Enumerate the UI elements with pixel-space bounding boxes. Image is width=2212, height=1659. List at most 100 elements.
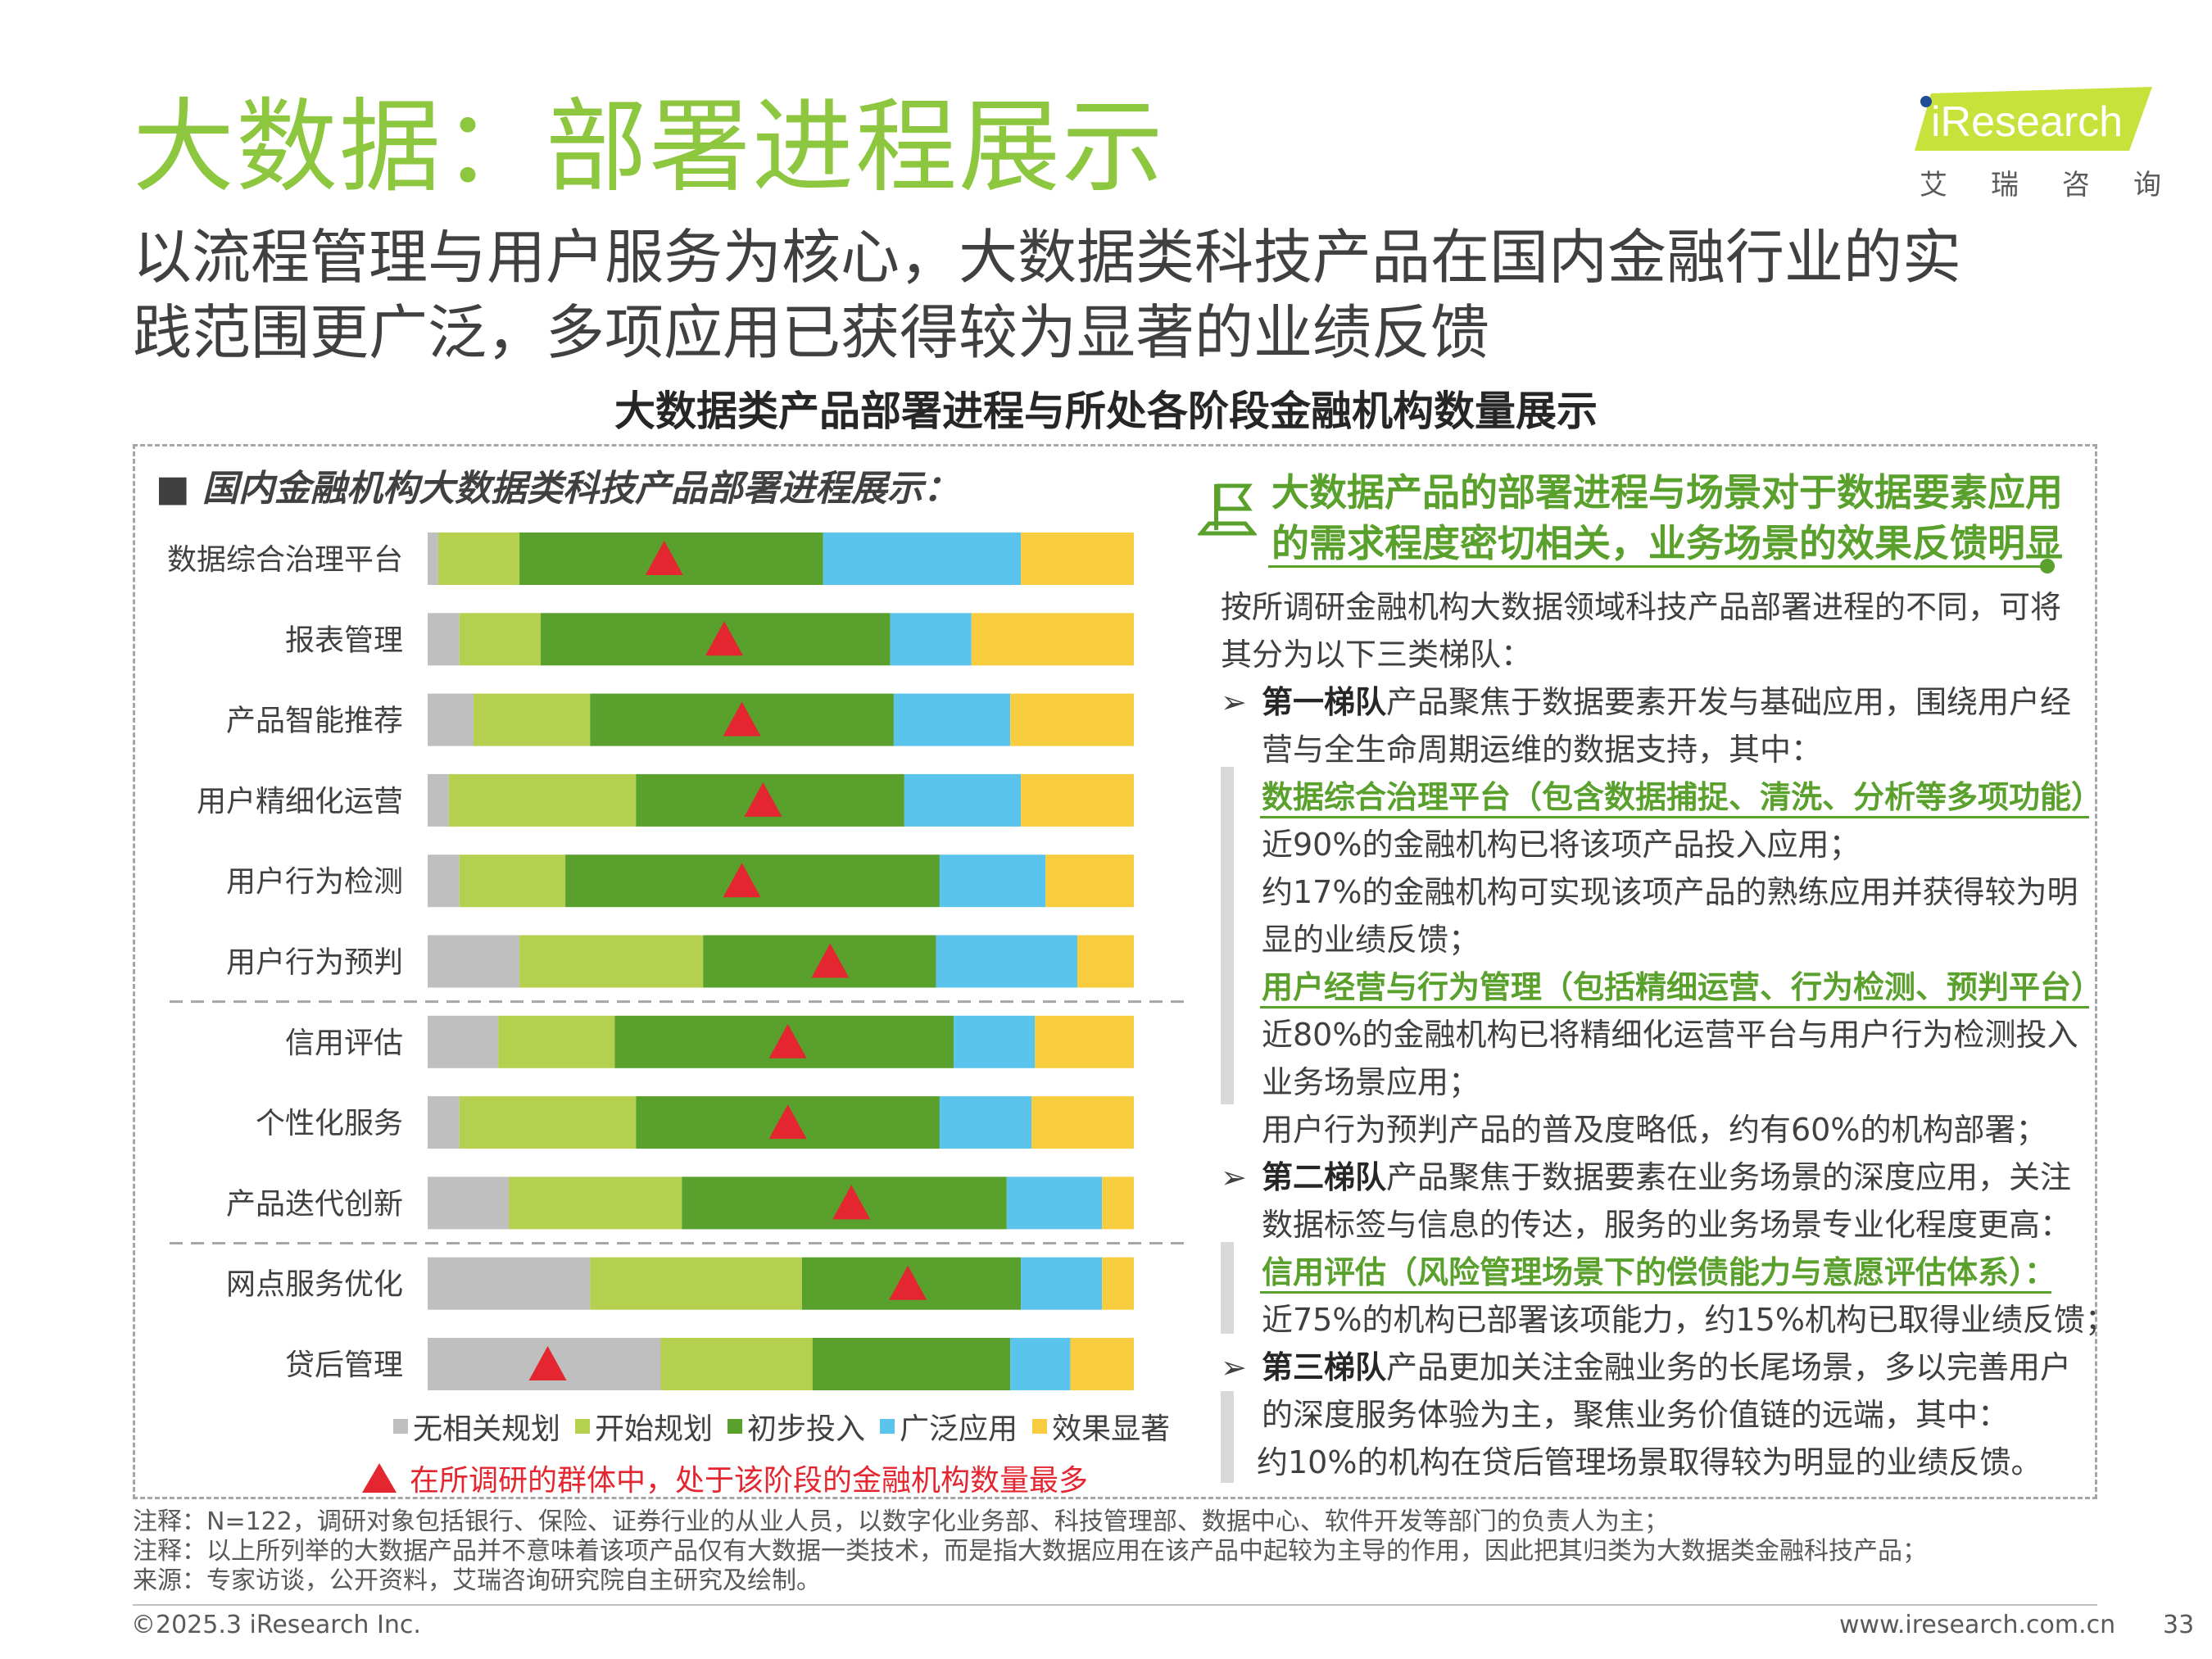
category-label: 产品智能推荐: [226, 705, 403, 738]
peak-marker: [744, 782, 782, 817]
tier2-text: 产品聚焦于数据要素在业务场景的深度应用，关注: [1386, 1159, 2072, 1195]
logo-char: 咨: [2062, 169, 2090, 202]
legend-label: 广泛应用: [900, 1412, 1018, 1446]
tier2-item-line: 近75%的机构已部署该项能力，约15%机构已取得业绩反馈；: [1262, 1302, 2116, 1338]
website-link[interactable]: www.iresearch.com.cn: [1839, 1611, 2116, 1639]
tier2-line: 数据标签与信息的传达，服务的业务场景专业化程度更高：: [1262, 1207, 2072, 1243]
legend-item: 广泛应用: [880, 1405, 1018, 1448]
legend-swatch: [728, 1419, 743, 1434]
bar-segment: [703, 935, 936, 988]
logo-wordmark: iResearch: [1915, 87, 2152, 151]
bar-segment: [1045, 854, 1134, 908]
peak-marker: [528, 1346, 567, 1380]
bar-segment: [437, 533, 520, 585]
logo-char: 询: [2133, 169, 2161, 202]
marker-note: 在所调研的群体中，处于该阶段的金融机构数量最多: [360, 1457, 1088, 1499]
red-triangle-icon: [362, 1463, 397, 1493]
callout-title: 大数据产品的部署进程与场景对于数据要素应用 的需求程度密切相关，业务场景的效果反…: [1271, 467, 2063, 569]
bar-segment: [1070, 1338, 1134, 1390]
logo-char: 瑞: [1991, 169, 2019, 202]
bar-segment: [428, 1257, 591, 1310]
bar-segment: [971, 613, 1134, 666]
bar-segment: [1010, 693, 1134, 746]
bar-segment: [590, 1257, 802, 1310]
peak-marker: [889, 1265, 927, 1300]
stacked-bar-chart: 数据综合治理平台报表管理产品智能推荐用户精细化运营用户行为检测用户行为预判信用评…: [167, 533, 1185, 1390]
bar-segment: [428, 693, 474, 746]
tier2-line: 第二梯队产品聚焦于数据要素在业务场景的深度应用，关注: [1262, 1154, 2071, 1201]
bar-segment: [1035, 1015, 1134, 1068]
bar-segment: [428, 854, 460, 908]
callout-underline: [1268, 565, 2048, 568]
bar-segment: [474, 693, 591, 746]
peak-marker: [645, 541, 683, 575]
tier1-item1-line: 显的业绩反馈；: [1262, 922, 1480, 958]
category-label: 用户行为预判: [226, 946, 403, 980]
intro-line: 按所调研金融机构大数据领域科技产品部署进程的不同，可将: [1221, 589, 2062, 625]
legend-swatch: [880, 1419, 895, 1434]
legend-item: 开始规划: [575, 1405, 713, 1448]
bar-segment: [428, 533, 438, 585]
tier1-item1-underline: [1260, 816, 2089, 818]
bar-segment: [954, 1015, 1036, 1068]
logo-chinese: 艾 瑞 咨 询: [1920, 162, 2161, 202]
tier2-item-underline: [1260, 1291, 2051, 1294]
bar-segment: [1006, 1176, 1103, 1230]
footnote-line: 注释：N=122，调研对象包括银行、保险、证券行业的从业人员，以数字化业务部、科…: [133, 1507, 1669, 1536]
category-label: 用户行为检测: [226, 865, 403, 899]
category-label: 网点服务优化: [226, 1268, 403, 1302]
copyright: ©2025.3 iResearch Inc.: [131, 1611, 421, 1639]
logo-char: 艾: [1920, 169, 1947, 202]
tier1-line: 第一梯队产品聚焦于数据要素开发与基础应用，围绕用户经: [1262, 678, 2071, 726]
peak-marker: [768, 1023, 807, 1058]
content-panel: [133, 444, 2097, 1499]
bar-segment: [428, 1096, 460, 1149]
category-label: 个性化服务: [256, 1107, 403, 1140]
tier1-text: 产品聚焦于数据要素开发与基础应用，围绕用户经: [1386, 684, 2072, 720]
footnote-line: 来源：专家访谈，公开资料，艾瑞咨询研究院自主研究及绘制。: [133, 1566, 821, 1595]
category-label: 数据综合治理平台: [167, 543, 403, 577]
tier1-item2-line: 业务场景应用；: [1262, 1064, 1480, 1100]
legend-label: 效果显著: [1052, 1412, 1171, 1446]
tier3-text: 产品更加关注金融业务的长尾场景，多以完善用户: [1386, 1349, 2072, 1385]
bar-segment: [1021, 1257, 1103, 1310]
bar-segment: [459, 1096, 637, 1149]
tier1-item1-line: 近90%的金融机构已将该项产品投入应用；: [1262, 827, 1861, 863]
footer-divider: [133, 1604, 2097, 1606]
bar-segment: [1102, 1257, 1134, 1310]
category-label: 用户精细化运营: [197, 785, 403, 818]
bar-segment: [459, 854, 566, 908]
legend-item: 初步投入: [728, 1405, 865, 1448]
tier3-line: 第三梯队产品更加关注金融业务的长尾场景，多以完善用户: [1262, 1344, 2071, 1391]
section-title: 大数据类产品部署进程与所处各阶段金融机构数量展示: [614, 388, 1598, 435]
bar-segment: [498, 1015, 615, 1068]
tier1-item2-line: 近80%的金融机构已将精细化运营平台与用户行为检测投入: [1262, 1017, 2078, 1053]
tier1-bracket: [1221, 767, 1234, 1104]
bar-segment: [428, 773, 449, 827]
category-label: 报表管理: [285, 623, 403, 657]
bar-segment: [812, 1338, 1011, 1390]
bar-segment: [660, 1338, 813, 1390]
peak-marker: [705, 621, 744, 656]
tier1-item2-line: 用户行为预判产品的普及度略低，约有60%的机构部署；: [1262, 1112, 2047, 1148]
bar-segment: [823, 533, 1022, 585]
bar-segment: [1077, 935, 1134, 988]
chart-heading: ■ 国内金融机构大数据类科技产品部署进程展示：: [156, 468, 959, 510]
bar-segment: [1031, 1096, 1134, 1149]
tier2-bracket: [1221, 1242, 1234, 1334]
category-label: 产品迭代创新: [226, 1187, 403, 1221]
page-subtitle: 以流程管理与用户服务为核心，大数据类科技产品在国内金融行业的实 践范围更广泛，多…: [133, 220, 2115, 370]
tier1-item1-heading: 数据综合治理平台（包含数据捕捉、清洗、分析等多项功能）: [1262, 779, 2103, 815]
category-label: 贷后管理: [285, 1349, 403, 1382]
tier1-item2-underline: [1260, 1006, 2089, 1009]
iresearch-logo: iResearch 艾 瑞 咨 询: [1905, 67, 2167, 202]
bar-segment: [939, 1096, 1032, 1149]
bar-segment: [448, 773, 637, 827]
legend-label: 初步投入: [747, 1412, 866, 1446]
arrow-bullet-icon: ➢: [1221, 1349, 1247, 1385]
logo-text: iResearch: [1931, 98, 2123, 146]
tier2-label: 第二梯队: [1262, 1159, 1387, 1195]
bar-segment: [904, 773, 1022, 827]
tier3-line: 的深度服务体验为主，聚焦业务价值链的远端，其中：: [1262, 1397, 2010, 1433]
bar-segment: [428, 935, 520, 988]
